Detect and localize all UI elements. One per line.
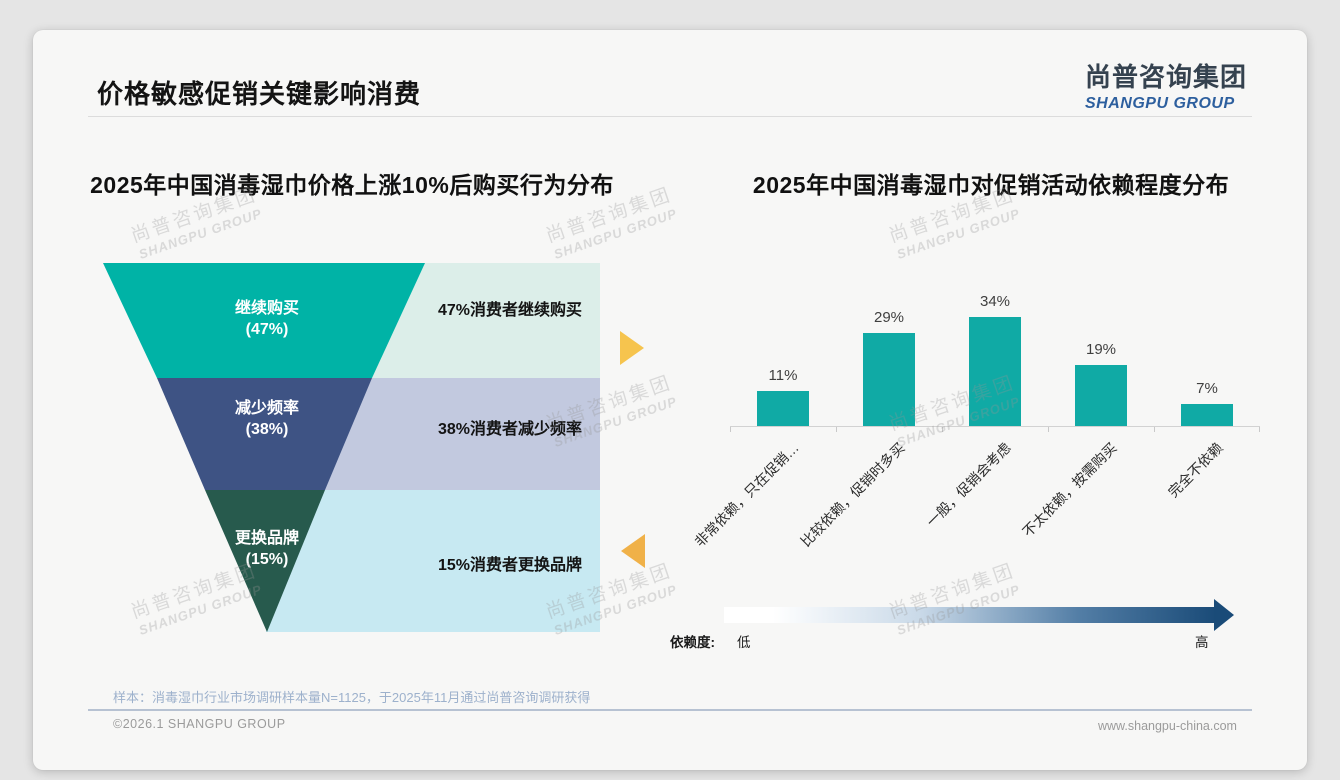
dependency-legend-label: 依赖度: xyxy=(670,635,715,650)
logo-chinese-name: 尚普咨询集团 xyxy=(1085,62,1248,92)
footer-website: www.shangpu-china.com xyxy=(1098,719,1237,733)
bar xyxy=(757,390,809,426)
x-axis-line xyxy=(730,426,1260,427)
funnel-label-2-value: (38%) xyxy=(245,421,289,438)
sample-footnote: 样本：消毒湿巾行业市场调研样本量N=1125，于2025年11月通过尚普咨询调研… xyxy=(113,690,591,705)
funnel-label-3: 更换品牌 (15%) xyxy=(187,528,347,570)
funnel-panel-3 xyxy=(266,490,600,632)
bar-column-3: 34% xyxy=(942,293,1048,426)
funnel-label-2: 减少频率 (38%) xyxy=(187,398,347,440)
funnel-chart xyxy=(103,263,600,632)
x-axis-label-2: 比较依赖，促销时多买 xyxy=(797,439,908,550)
footer-divider xyxy=(88,709,1252,711)
funnel-label-3-name: 更换品牌 xyxy=(234,530,299,547)
x-axis-label-5: 完全不依赖 xyxy=(1164,439,1226,501)
dependency-high-label: 高 xyxy=(1195,635,1209,650)
bar xyxy=(863,333,915,426)
bar-value-label: 29% xyxy=(873,309,905,327)
axis-tick xyxy=(1048,427,1049,432)
page-title: 价格敏感促销关键影响消费 xyxy=(97,79,422,109)
bar xyxy=(1181,403,1233,426)
x-axis-label-1: 非常依赖，只在促销… xyxy=(691,439,802,550)
axis-tick xyxy=(1154,427,1155,432)
funnel-annotation-1: 47%消费者继续购买 xyxy=(437,302,583,319)
dependency-low-label: 低 xyxy=(737,635,751,650)
bar-value-label: 11% xyxy=(768,366,798,384)
funnel-label-3-value: (15%) xyxy=(245,551,289,568)
bar-value-label: 34% xyxy=(979,293,1011,311)
axis-tick xyxy=(730,427,731,432)
bar-chart-title: 2025年中国消毒湿巾对促销活动依赖程度分布 xyxy=(752,172,1230,198)
bar-chart-plot: 11% 29% 34% 19% 7% xyxy=(730,280,1260,432)
funnel-label-2-name: 减少频率 xyxy=(234,400,299,417)
bar xyxy=(969,317,1021,426)
dependency-arrow-head-icon xyxy=(1214,599,1234,631)
bar-value-label: 19% xyxy=(1085,341,1117,359)
axis-tick xyxy=(836,427,837,432)
funnel-segment-1 xyxy=(103,263,425,378)
x-axis-label-3: 一般，促销会考虑 xyxy=(923,439,1014,530)
bar-column-2: 29% xyxy=(836,309,942,426)
logo-english-name: SHANGPU GROUP xyxy=(1085,95,1235,112)
dependency-gradient-arrow xyxy=(724,607,1216,623)
bar-column-4: 19% xyxy=(1048,341,1154,426)
title-divider xyxy=(88,116,1252,117)
bar xyxy=(1075,365,1127,426)
funnel-label-1-name: 继续购买 xyxy=(234,300,299,317)
funnel-annotation-3: 15%消费者更换品牌 xyxy=(437,557,583,574)
accent-arrow-right-icon xyxy=(620,331,644,365)
footer-copyright: ©2026.1 SHANGPU GROUP xyxy=(113,717,286,731)
company-logo: 尚普咨询集团 SHANGPU GROUP xyxy=(1085,57,1247,113)
funnel-annotation-2: 38%消费者减少频率 xyxy=(437,421,583,438)
accent-arrow-left-icon xyxy=(621,534,645,568)
funnel-chart-title: 2025年中国消毒湿巾价格上涨10%后购买行为分布 xyxy=(90,172,614,198)
funnel-label-1-value: (47%) xyxy=(245,321,289,338)
bar-column-5: 7% xyxy=(1154,380,1260,426)
axis-tick xyxy=(942,427,943,432)
axis-tick xyxy=(1259,427,1260,432)
funnel-segment-2 xyxy=(157,378,372,490)
bar-value-label: 7% xyxy=(1196,379,1218,397)
funnel-label-1: 继续购买 (47%) xyxy=(187,298,347,340)
x-axis-label-4: 不太依赖，按需购买 xyxy=(1019,439,1120,540)
bar-column-1: 11% xyxy=(730,367,836,426)
funnel-segment-3 xyxy=(205,490,325,632)
